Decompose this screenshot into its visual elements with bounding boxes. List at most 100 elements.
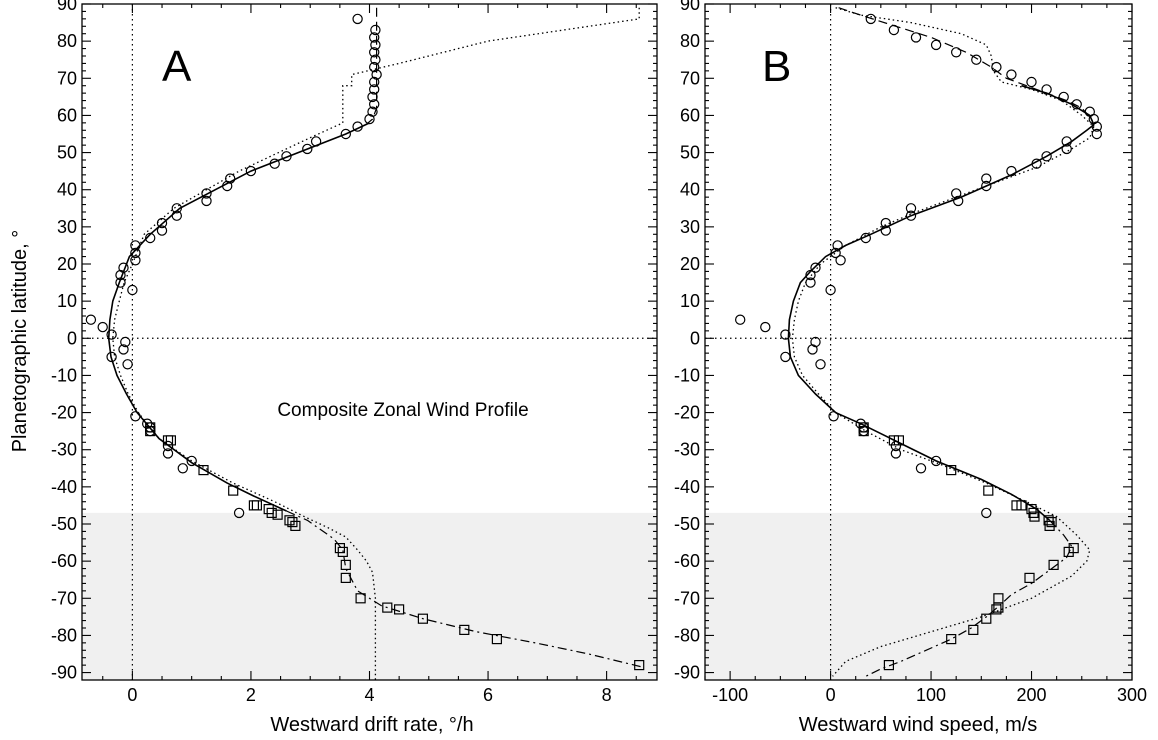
panel-b-circle-point-6 [991,61,1002,73]
panel-b-circle-point-21 [981,173,992,184]
panel-a-annotation: Composite Zonal Wind Profile [277,400,528,421]
panel-b-y-tick-label: -20 [674,403,700,423]
panel-a-square-point-8 [263,504,274,515]
panel-b-y-tick-label: 10 [680,291,700,311]
panel-b-series-3-solid-curve [809,84,1095,272]
panel-b-square-point-12 [1046,516,1057,528]
panel-b-y-tick-label: 50 [680,143,700,163]
panel-a-square-point-19 [382,602,393,613]
panel-a-circle-point-27 [156,217,168,229]
panel-a-circle-point-36 [127,284,138,296]
panel-a-square-point-6 [248,500,259,511]
panel-a-circle-point-45 [141,418,153,429]
panel-b-circle-point-39 [780,329,791,340]
panel-b-circle-point-15 [1091,128,1103,140]
panel-a-series-2-solid-curve [107,122,370,512]
panel-a-x-tick-label: 6 [483,685,493,705]
panel-b-circle-point-43 [815,359,826,370]
panel-a-y-tick-label: -40 [51,477,77,497]
panel-b-circle-point-5 [971,54,982,65]
panel-b-circle-point-52 [981,507,992,519]
panel-a-circle-point-32 [130,255,141,266]
panel-b-series-6-dashdot-curve [865,519,1073,677]
panel-b-circle-point-41 [807,344,818,355]
panel-a-y-tick-label: -60 [51,551,77,571]
panel-a-square-point-4 [198,465,209,476]
panel-a-circle-point-51 [177,463,188,474]
panel-b-y-tick-label: 60 [680,105,700,125]
panel-a-circle-point-9 [369,84,380,95]
panel-a-circle-point-42 [106,351,117,363]
panel-b-series-5-dashed-curve [838,7,1095,127]
panel-a-circle-point-41 [118,344,129,355]
panel-b-circle-point-32 [835,255,846,266]
panel-b-circle-point-2 [910,32,922,43]
panel-b-circle-point-38 [760,321,771,333]
panel-b-square-point-16 [1048,559,1059,571]
panel-a-y-tick-label: 40 [57,180,77,200]
panel-a-circle-point-49 [162,448,174,459]
panel-a-circle-point-3 [370,39,381,51]
panel-a-y-tick-label: 70 [57,68,77,88]
panel-a-square-point-12 [287,516,298,528]
panel-b-circle-point-3 [930,39,942,51]
panel-a-shaded-region [82,512,657,680]
panel-b-square-point-9 [1028,507,1039,518]
panel-b-x-tick-label: 100 [916,685,946,705]
panel-a-y-tick-label: -90 [51,663,77,683]
panel-a-circle-point-28 [156,225,168,236]
panel-b-y-tick-label: 40 [680,180,700,200]
panel-b-y-tick-label: -30 [674,440,700,460]
panel-a: 9080706050403020100-10-20-30-40-50-60-70… [51,0,658,705]
panel-b-square-point-24 [883,659,895,671]
panel-a-square-point-3 [165,435,176,446]
panel-a-series-5-dashdot-curve [286,510,643,668]
panel-b-circle-point-7 [1006,69,1017,80]
panel-b-circle-point-24 [953,195,964,207]
panel-b-square-point-22 [968,624,979,636]
panel-b-y-tick-label: -70 [674,588,700,608]
panel-a-circle-point-20 [245,165,257,177]
panel-b-shaded-region [705,512,1132,680]
panel-b-frame [704,3,1133,681]
panel-a-circle-point-50 [186,455,197,467]
panel-b-circle-point-0 [865,13,877,25]
panel-a-circle-point-2 [369,32,380,43]
panel-a-square-point-7 [251,500,262,511]
panel-b-y-tick-label: -90 [674,663,700,683]
panel-a-circle-point-6 [369,61,380,73]
panel-a-square-point-18 [355,593,366,604]
panel-a-circle-point-52 [233,507,245,519]
panel-a-circle-point-5 [370,54,381,65]
panel-a-y-tick-label: 90 [57,0,77,14]
panel-a-y-tick-label: -50 [51,514,77,534]
panel-a-y-tick-label: 0 [67,328,77,348]
panel-a-square-point-15 [337,546,348,558]
panel-a-y-tick-label: -70 [51,588,77,608]
panel-b-y-tick-label: -80 [674,625,700,645]
panel-b-y-tick-label: 80 [680,31,700,51]
panel-b-circle-point-33 [810,262,821,273]
panel-a-series-3-dotted-curve [112,7,640,680]
panel-a-square-point-14 [334,542,345,554]
panel-b-circle-point-50 [930,455,942,467]
panel-a-circle-point-18 [281,151,292,162]
panel-b-circle-point-51 [915,463,927,474]
panel-b-x-tick-label: 0 [826,685,836,705]
panel-a-x-tick-label: 8 [602,685,612,705]
panel-b-circle-point-4 [951,47,962,58]
panel-a-square-point-13 [290,520,301,532]
panel-b-y-tick-label: 0 [690,328,700,348]
panel-b-circle-point-9 [1041,84,1052,95]
panel-a-circle-point-0 [352,13,363,25]
panel-b-x-tick-label: 300 [1117,685,1147,705]
panel-a-circle-point-39 [106,329,117,340]
panel-a-circle-point-1 [370,24,381,36]
panel-a-square-point-21 [417,613,428,624]
panel-a-circle-point-40 [120,336,131,348]
panel-b-circle-point-25 [905,203,917,214]
panel-a-y-tick-label: -80 [51,625,77,645]
panel-a-series-4-dashed-curve [363,7,378,128]
panel-b: 9080706050403020100-10-20-30-40-50-60-70… [674,0,1147,705]
panel-a-circle-point-37 [85,314,97,325]
